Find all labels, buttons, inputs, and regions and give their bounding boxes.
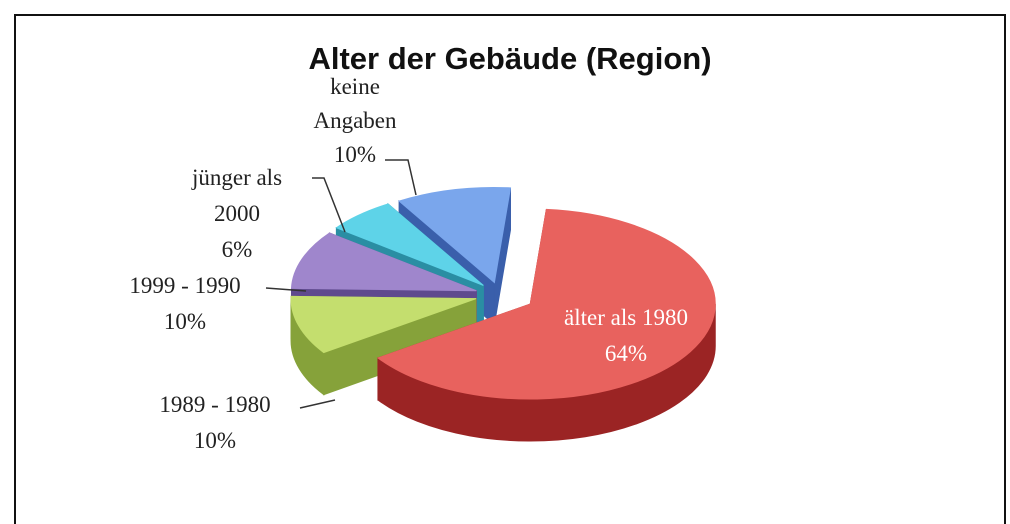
chart-title: Alter der Gebäude (Region) [308,41,712,76]
slice-label: 1989 - 1980 10% [125,387,305,459]
slice-top [335,203,484,286]
slice-top [290,232,477,292]
pie [290,187,716,442]
leader-line [312,177,346,233]
value-label: 10% [333,142,377,167]
value-label: 6% [221,237,253,262]
value-label: 10% [193,428,237,453]
slice-label: 1999 - 1990 10% [95,268,275,340]
value-label: 10% [163,309,207,334]
leader-line [299,399,336,409]
slice [376,208,716,442]
value-label: 64% [604,341,648,366]
slice-label: jünger als 2000 6% [172,160,302,268]
slice-label: älter als 1980 64% [536,300,716,372]
category-label: keine Angaben [313,74,397,133]
slice-top [290,295,477,354]
category-label: älter als 1980 [564,305,688,330]
category-label: 1989 - 1980 [159,392,271,417]
slice [290,295,477,396]
slice-top [376,208,716,400]
category-label: jünger als 2000 [191,165,283,226]
slice-label: keine Angaben 10% [305,70,405,172]
slice-top [398,187,512,284]
category-label: 1999 - 1990 [129,273,241,298]
leader-line [265,287,307,292]
leader-line [385,159,417,196]
